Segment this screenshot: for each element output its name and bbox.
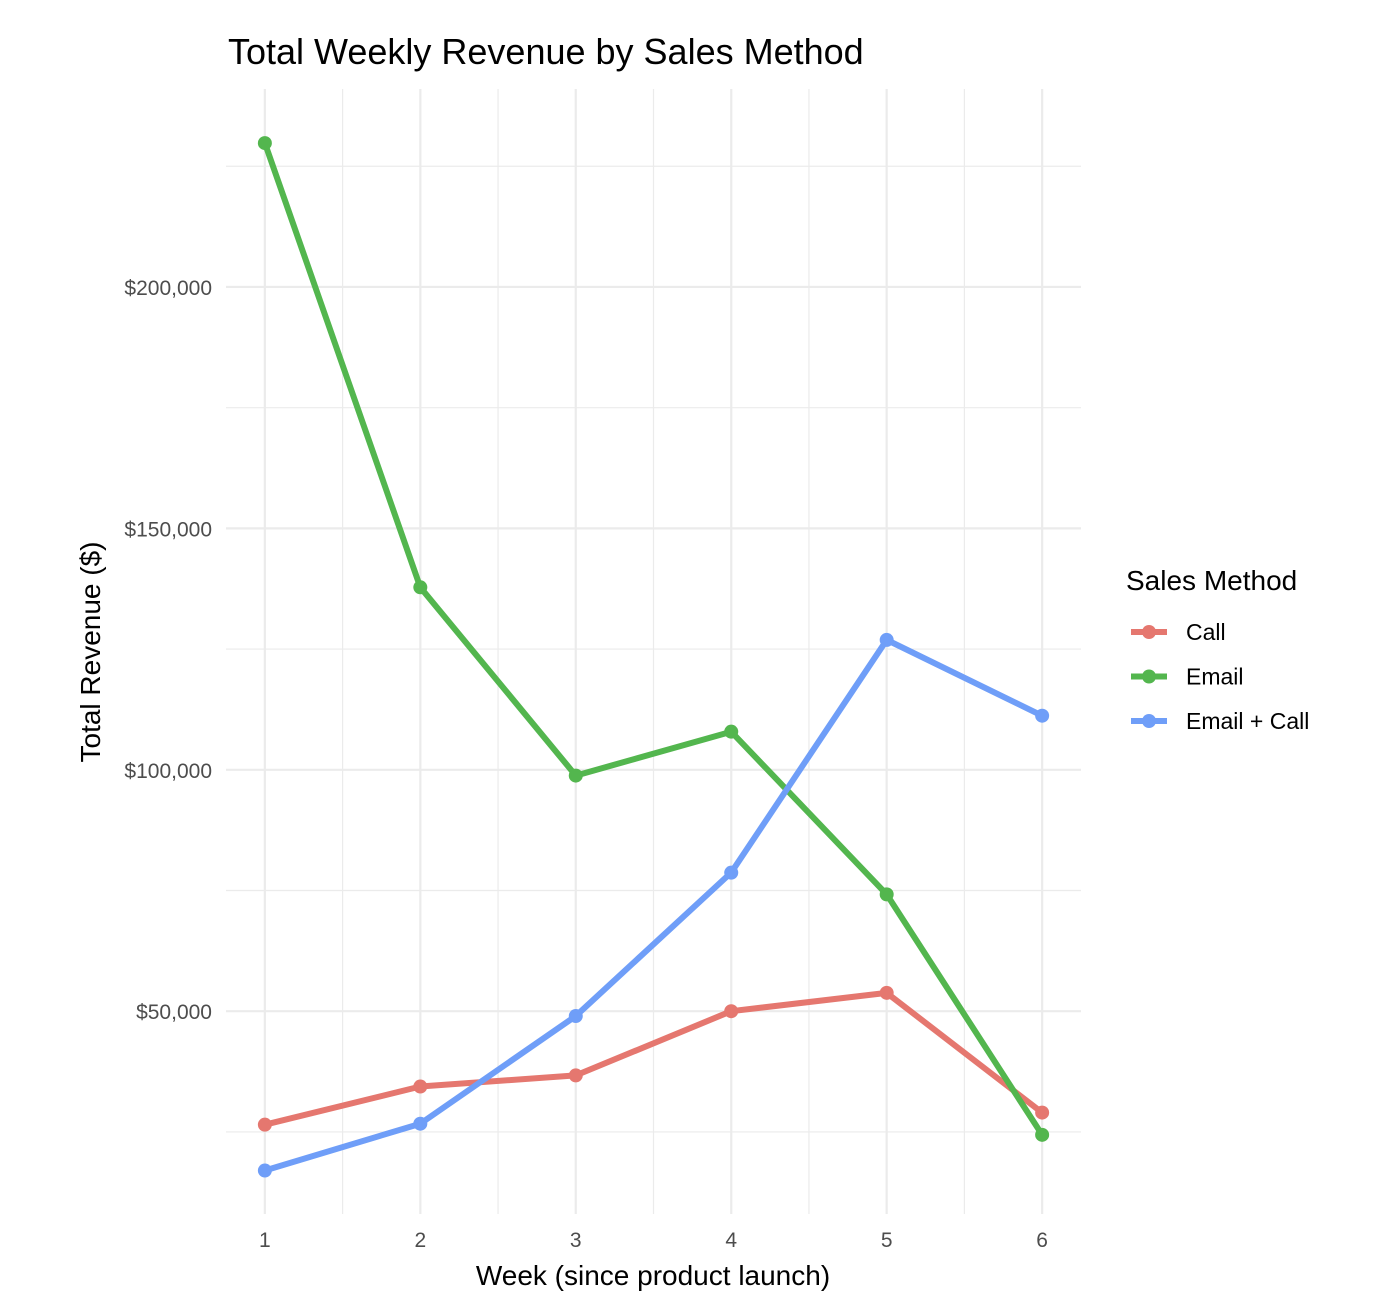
x-tick-label: 3 <box>570 1229 582 1252</box>
series-line <box>262 142 1045 1137</box>
data-point <box>413 1079 428 1094</box>
x-tick-label: 4 <box>725 1229 737 1252</box>
data-point <box>1035 1105 1050 1120</box>
y-tick-label: $100,000 <box>124 760 212 783</box>
y-tick-label: $150,000 <box>124 518 212 541</box>
series-lines <box>257 136 1050 1178</box>
data-point <box>879 985 894 1000</box>
series-line <box>264 636 1044 1174</box>
data-point <box>257 1163 272 1178</box>
legend-key-point <box>1142 669 1156 684</box>
x-tick-label: 2 <box>414 1229 426 1252</box>
legend-key-point <box>1142 625 1156 639</box>
legend-item: Call <box>1131 619 1226 645</box>
data-point <box>879 887 894 902</box>
x-tick-label: 5 <box>881 1229 893 1252</box>
data-point <box>1035 1127 1050 1142</box>
x-axis-title: Week (since product launch) <box>476 1260 830 1291</box>
series-email-call <box>257 632 1050 1178</box>
legend-label: Email + Call <box>1186 708 1309 734</box>
legend-title: Sales Method <box>1126 565 1297 596</box>
x-tick-label: 1 <box>259 1229 271 1252</box>
y-axis-tick-labels: $50,000 $100,000 $150,000 $200,000 <box>124 277 212 1024</box>
data-point <box>257 1117 272 1132</box>
y-axis-title: Total Revenue ($) <box>75 541 106 762</box>
grid-lines <box>226 89 1081 1214</box>
data-point <box>568 1009 583 1024</box>
y-tick-label: $50,000 <box>136 1001 212 1024</box>
chart-title: Total Weekly Revenue by Sales Method <box>228 31 864 72</box>
data-point <box>724 1004 739 1019</box>
legend: Sales Method Call Email Email + Call <box>1126 565 1309 734</box>
legend-item: Email <box>1131 664 1244 690</box>
x-axis-tick-labels: 1 2 3 4 5 6 <box>259 1229 1048 1252</box>
data-point <box>257 136 272 151</box>
legend-label: Call <box>1186 619 1226 645</box>
data-point <box>879 632 894 647</box>
legend-key-point <box>1142 714 1156 728</box>
data-point <box>724 865 739 880</box>
y-tick-label: $200,000 <box>124 277 212 300</box>
x-tick-label: 6 <box>1036 1229 1048 1252</box>
data-point <box>413 580 428 595</box>
series-call <box>257 985 1050 1132</box>
legend-items: Call Email Email + Call <box>1131 619 1309 734</box>
data-point <box>1035 708 1050 723</box>
series-line <box>264 989 1044 1128</box>
data-point <box>724 724 739 739</box>
data-point <box>568 768 583 783</box>
legend-item: Email + Call <box>1131 708 1309 734</box>
legend-label: Email <box>1186 664 1244 690</box>
data-point <box>568 1068 583 1083</box>
series-email <box>257 136 1050 1142</box>
data-point <box>413 1116 428 1131</box>
